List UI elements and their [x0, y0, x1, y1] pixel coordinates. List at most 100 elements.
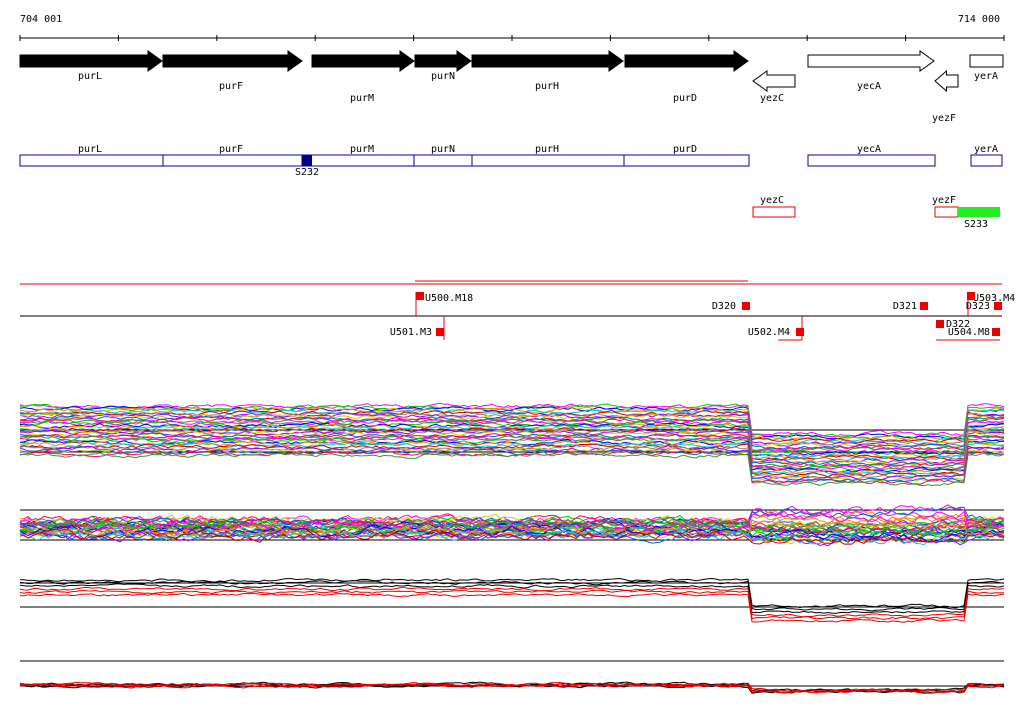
expression-trace: [19, 515, 1005, 539]
antisense-box: [934, 206, 959, 218]
ruler-start: 704 001: [20, 14, 62, 25]
expression-trace: [19, 529, 1005, 547]
gene-arrow: [969, 54, 1004, 68]
expression-trace: [19, 426, 1005, 462]
feature-mark: [920, 302, 928, 310]
expression-trace: [19, 412, 1005, 448]
expression-trace: [19, 506, 1005, 529]
feature-label: U500.M18: [425, 293, 473, 304]
gene-label: purH: [535, 81, 559, 92]
expression-trace: [19, 583, 1005, 614]
gene-label: purN: [431, 71, 455, 82]
feature-label: U501.M3: [390, 327, 432, 338]
gene-arrow: [934, 69, 959, 93]
expression-trace: [19, 409, 1005, 444]
feature-label: U503.M4: [973, 293, 1015, 304]
segment-box: [970, 154, 1003, 167]
expression-trace: [19, 586, 1005, 618]
expression-trace: [19, 589, 1005, 620]
segment-marker: [302, 155, 312, 166]
segment-box: [19, 154, 164, 167]
feature-mark: [436, 328, 444, 336]
gene-label: purL: [78, 71, 102, 82]
gene-label: yezC: [760, 93, 784, 104]
expression-trace: [19, 528, 1005, 545]
feature-label: U504.M8: [948, 327, 990, 338]
gene-arrow: [752, 70, 796, 92]
expression-trace: [19, 524, 1005, 542]
segment-label: purL: [78, 144, 102, 155]
expression-trace: [19, 443, 1005, 478]
expression-trace: [20, 429, 1005, 464]
expression-trace: [19, 515, 1005, 533]
expression-trace: [19, 440, 1005, 475]
gene-arrow: [162, 50, 303, 72]
segment-box: [301, 154, 415, 167]
gene-label: purD: [673, 93, 697, 104]
ruler-end: 714 000: [958, 14, 1000, 25]
segment-box: [413, 154, 473, 167]
gene-arrow: [624, 50, 749, 72]
gene-label: purM: [350, 93, 374, 104]
expression-trace: [19, 447, 1005, 482]
feature-label: D323: [966, 301, 990, 312]
feature-label: D322: [946, 319, 970, 330]
gene-label: purF: [219, 81, 243, 92]
gene-label: yerA: [974, 71, 998, 82]
expression-trace: [19, 683, 1005, 694]
antisense-label: S233: [964, 219, 988, 230]
feature-label: U502.M4: [748, 327, 790, 338]
expression-trace: [19, 427, 1005, 462]
gene-arrow: [311, 50, 415, 72]
antisense-region: [958, 207, 1000, 217]
feature-mark: [936, 320, 944, 328]
feature-mark: [967, 292, 975, 300]
segment-label: S232: [295, 167, 319, 178]
feature-label: D321: [893, 301, 917, 312]
feature-mark: [994, 302, 1002, 310]
segment-label: yecA: [857, 144, 881, 155]
expression-trace: [19, 421, 1005, 458]
segment-label: purF: [219, 144, 243, 155]
expression-trace: [19, 435, 1005, 470]
gene-arrow: [414, 50, 472, 72]
segment-box: [471, 154, 625, 167]
segment-label: purN: [431, 144, 455, 155]
expression-trace: [19, 408, 1005, 443]
feature-mark: [992, 328, 1000, 336]
feature-label: D320: [712, 301, 736, 312]
expression-trace: [19, 416, 1005, 453]
feature-mark: [416, 292, 424, 300]
segment-label: purH: [535, 144, 559, 155]
segment-box: [623, 154, 750, 167]
expression-trace: [19, 580, 1005, 612]
antisense-box: [752, 206, 796, 218]
expression-trace: [19, 405, 1005, 440]
gene-arrow: [807, 50, 935, 72]
expression-trace: [19, 681, 1005, 693]
gene-arrow: [471, 50, 624, 72]
gene-label: yecA: [857, 81, 881, 92]
segment-label: purM: [350, 144, 374, 155]
expression-trace: [19, 522, 1005, 541]
expression-trace: [19, 592, 1005, 623]
gene-arrow: [19, 50, 163, 72]
expression-trace: [19, 517, 1005, 537]
feature-mark: [796, 328, 804, 336]
feature-mark: [742, 302, 750, 310]
expression-trace: [19, 419, 1005, 453]
expression-trace: [19, 512, 1005, 535]
antisense-label: yezC: [760, 195, 784, 206]
gene-label: yezF: [932, 113, 956, 124]
segment-label: purD: [673, 144, 697, 155]
expression-trace: [19, 437, 1005, 472]
segment-box: [807, 154, 936, 167]
expression-trace: [19, 442, 1005, 477]
expression-trace: [19, 682, 1005, 694]
expression-trace: [19, 451, 1005, 487]
expression-trace: [19, 430, 1005, 466]
segment-label: yerA: [974, 144, 998, 155]
expression-trace: [19, 432, 1004, 467]
antisense-label: yezF: [932, 195, 956, 206]
